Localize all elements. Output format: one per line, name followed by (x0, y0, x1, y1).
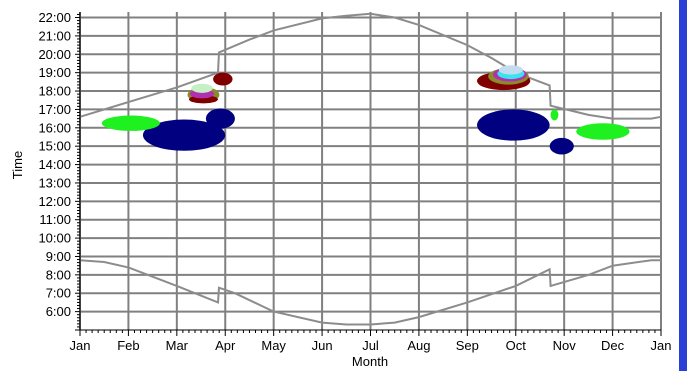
region-navy-8 (477, 109, 550, 141)
region-green-11 (550, 109, 559, 121)
y-tick-label: 22:00 (38, 10, 71, 25)
x-tick-label: Jul (362, 338, 379, 353)
x-tick-label: Sep (456, 338, 479, 353)
y-tick-label: 20:00 (38, 47, 71, 62)
y-tick-label: 14:00 (38, 157, 71, 172)
y-tick-label: 13:00 (38, 175, 71, 190)
sunrise-curve (79, 259, 661, 326)
y-tick-label: 21:00 (38, 28, 71, 43)
y-tick-label: 11:00 (39, 212, 71, 227)
region-green-10 (576, 123, 630, 140)
x-tick-label: Dec (601, 338, 625, 353)
x-tick-label: Jan (651, 338, 672, 353)
x-tick-label: Nov (553, 338, 577, 353)
window-edge-bar (679, 0, 687, 371)
x-tick-label: Oct (506, 338, 527, 353)
region-light_blue-16 (498, 65, 524, 75)
y-tick-label: 15:00 (38, 139, 71, 154)
x-tick-label: Feb (117, 338, 139, 353)
region-green-2 (101, 115, 160, 131)
region-light_green-7 (191, 83, 213, 93)
x-tick-label: Apr (215, 338, 236, 353)
region-navy-0 (142, 119, 226, 151)
region-navy-9 (549, 137, 574, 155)
y-tick-label: 7:00 (46, 286, 71, 301)
sunset-curve (79, 12, 662, 120)
region-navy-1 (205, 108, 235, 129)
daylight-curves (79, 12, 662, 326)
y-tick-label: 12:00 (38, 194, 71, 209)
region-maroon-3 (213, 72, 233, 86)
x-tick-labels: Jan Feb Mar Apr May Jun Jul Aug Sep Oct Nov Dec Jan (70, 338, 672, 353)
axes (75, 12, 662, 336)
x-axis-label: Month (352, 354, 388, 369)
y-tick-label: 17:00 (38, 102, 71, 117)
y-tick-label: 9:00 (46, 249, 71, 264)
x-tick-label: Jan (70, 338, 91, 353)
y-tick-label: 10:00 (38, 231, 71, 246)
x-tick-label: Jun (312, 338, 333, 353)
x-tick-label: Aug (407, 338, 430, 353)
y-tick-label: 16:00 (38, 120, 71, 135)
y-tick-label: 6:00 (46, 304, 71, 319)
y-tick-label: 18:00 (38, 84, 71, 99)
y-tick-label: 8:00 (46, 267, 71, 282)
x-tick-label: May (261, 338, 286, 353)
y-tick-label: 19:00 (38, 65, 71, 80)
x-tick-label: Mar (166, 338, 189, 353)
y-axis-label: Time (10, 151, 25, 179)
shading-regions (101, 65, 630, 155)
y-tick-labels: 6:00 7:00 8:00 9:00 10:00 11:00 12:00 13:00 14:0… (38, 10, 71, 319)
